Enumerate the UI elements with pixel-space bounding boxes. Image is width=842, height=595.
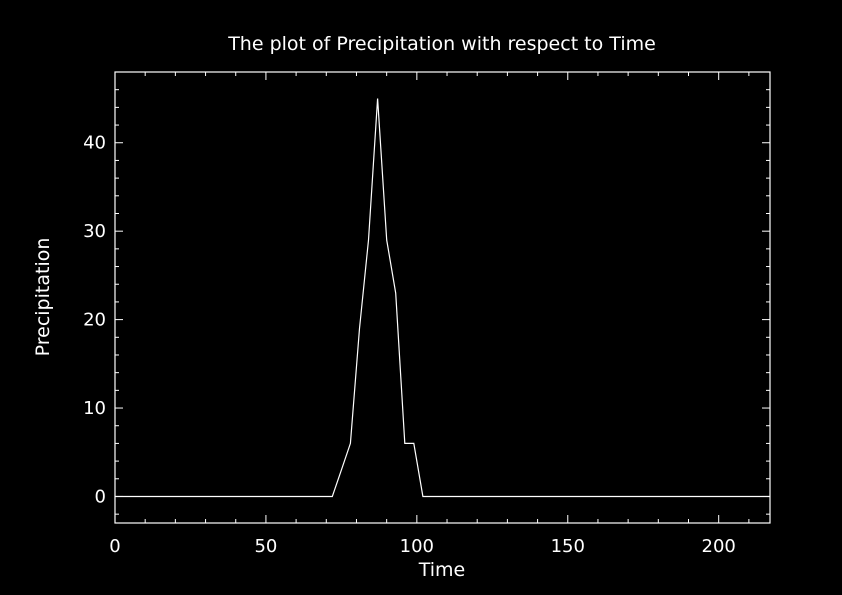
x-tick-label: 200 bbox=[702, 536, 736, 557]
tick-labels: 0 50 100 150 200 0 10 20 30 40 bbox=[83, 133, 736, 557]
y-tick-label: 10 bbox=[83, 398, 106, 419]
x-tick-label: 50 bbox=[254, 536, 277, 557]
y-tick-label: 40 bbox=[83, 133, 106, 154]
precipitation-series-line bbox=[115, 98, 770, 498]
x-tick-label: 0 bbox=[109, 536, 120, 557]
x-axis-label: Time bbox=[418, 559, 466, 581]
y-tick-label: 20 bbox=[83, 310, 106, 331]
x-tick-label: 100 bbox=[400, 536, 434, 557]
y-axis-label: Precipitation bbox=[32, 238, 54, 357]
chart-title: The plot of Precipitation with respect t… bbox=[227, 33, 656, 55]
axis-ticks bbox=[114, 71, 770, 523]
y-tick-label: 0 bbox=[95, 486, 106, 507]
x-tick-label: 150 bbox=[551, 536, 585, 557]
y-tick-label: 30 bbox=[83, 221, 106, 242]
plot-axes bbox=[114, 71, 771, 524]
plot-frame bbox=[114, 71, 771, 524]
